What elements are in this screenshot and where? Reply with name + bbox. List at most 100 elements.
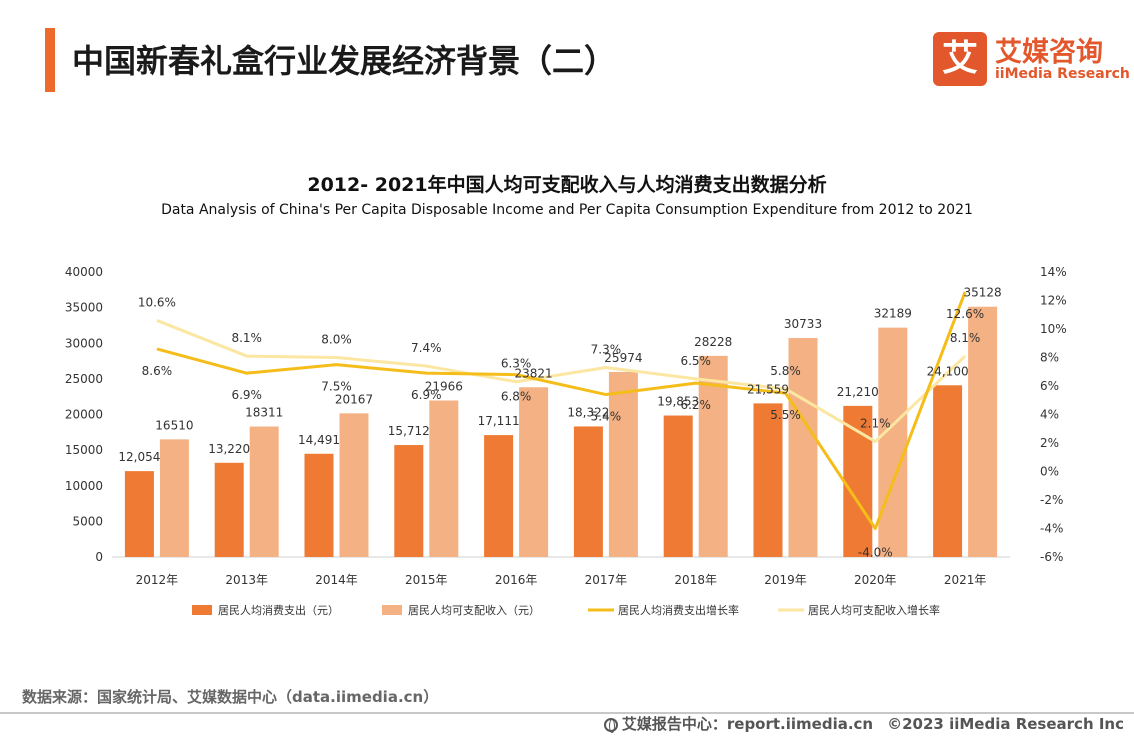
bar-label-consumption: 18,322 (567, 405, 609, 419)
logo-name-cn: 艾媒咨询 (995, 37, 1103, 68)
x-tick-label: 2019年 (764, 573, 807, 587)
bar-label-income: 23821 (515, 366, 553, 380)
y-left-tick-label: 25000 (65, 372, 103, 386)
line-consumption-growth (156, 291, 967, 530)
x-tick-label: 2020年 (854, 573, 897, 587)
line-label-income-growth: 6.3% (501, 357, 532, 371)
globe-icon (603, 718, 618, 733)
bar-label-consumption: 12,054 (118, 450, 160, 464)
bar-label-consumption: 19,853 (657, 395, 699, 409)
bar-label-income: 28228 (694, 335, 732, 349)
x-tick-label: 2014年 (315, 573, 358, 587)
y-right-tick-label: 2% (1040, 436, 1059, 450)
bar-consumption (214, 462, 244, 557)
y-right-tick-label: 14% (1040, 265, 1067, 279)
bar-label-consumption: 17,111 (478, 414, 520, 428)
bar-consumption (304, 453, 334, 557)
footer-copyright: ©2023 iiMedia Research Inc (887, 715, 1124, 733)
bar-consumption (484, 435, 514, 557)
footer-site: 艾媒报告中心：report.iimedia.cn (621, 715, 874, 733)
bar-label-income: 32189 (874, 307, 912, 321)
y-right-tick-label: 12% (1040, 294, 1067, 308)
bar-label-consumption: 21,210 (837, 385, 879, 399)
page-title: 中国新春礼盒行业发展经济背景（二） (72, 42, 617, 80)
legend-label: 居民人均可支配收入增长率 (808, 603, 940, 617)
bar-label-income: 16510 (155, 418, 193, 432)
x-tick-label: 2012年 (136, 573, 179, 587)
bar-consumption (663, 415, 693, 557)
bar-label-income: 18311 (245, 406, 283, 420)
bar-income (968, 306, 998, 557)
bar-income (878, 327, 908, 557)
line-label-income-growth: 7.4% (411, 341, 442, 355)
x-tick-label: 2015年 (405, 573, 448, 587)
bar-consumption (753, 403, 783, 557)
line-label-consumption-growth: 6.8% (501, 390, 532, 404)
y-right-tick-label: 4% (1040, 408, 1059, 422)
y-left-tick-label: 5000 (72, 514, 103, 528)
y-right-tick-label: 10% (1040, 322, 1067, 336)
bar-income (159, 439, 189, 557)
line-label-consumption-growth: 5.5% (770, 408, 801, 422)
bar-income (608, 371, 638, 557)
line-label-consumption-growth: 6.9% (411, 388, 442, 402)
line-label-consumption-growth: 5.4% (591, 410, 622, 424)
line-label-income-growth: 5.8% (770, 364, 801, 378)
line-label-consumption-growth: -4.0% (858, 546, 893, 560)
y-right-tick-label: 6% (1040, 379, 1059, 393)
legend-label: 居民人均消费支出（元） (218, 603, 339, 617)
logo-mark: 艾 (933, 32, 987, 86)
legend-swatch (192, 605, 212, 615)
y-right-tick-label: 8% (1040, 351, 1059, 365)
line-label-consumption-growth: 12.6% (946, 307, 984, 321)
line-label-income-growth: 6.5% (680, 354, 711, 368)
y-left-tick-label: 0 (95, 550, 103, 564)
iimedia-logo: 艾 艾媒咨询 iiMedia Research (933, 30, 1130, 88)
bar-label-income: 21966 (425, 379, 463, 393)
line-label-consumption-growth: 7.5% (321, 380, 352, 394)
line-label-consumption-growth: 6.9% (231, 388, 262, 402)
bar-label-consumption: 21,559 (747, 382, 789, 396)
bar-label-consumption: 15,712 (388, 424, 430, 438)
bar-income (339, 413, 369, 557)
bar-label-consumption: 24,100 (927, 364, 969, 378)
line-label-income-growth: 7.3% (591, 342, 622, 356)
bar-income (249, 426, 279, 557)
y-left-tick-label: 20000 (65, 408, 103, 422)
logo-name-en: iiMedia Research (995, 66, 1130, 82)
bar-income (788, 338, 818, 557)
x-tick-label: 2013年 (225, 573, 268, 587)
x-tick-label: 2018年 (674, 573, 717, 587)
y-right-tick-label: -2% (1040, 493, 1063, 507)
legend-swatch (382, 605, 402, 615)
line-label-income-growth: 8.0% (321, 333, 352, 347)
bar-label-income: 35128 (964, 286, 1002, 300)
bar-consumption (933, 385, 963, 557)
bar-consumption (124, 471, 154, 557)
legend-label: 居民人均消费支出增长率 (618, 603, 739, 617)
data-source: 数据来源：国家统计局、艾媒数据中心（data.iimedia.cn） (22, 688, 439, 706)
y-left-tick-label: 30000 (65, 336, 103, 350)
x-tick-label: 2017年 (585, 573, 628, 587)
bar-label-consumption: 13,220 (208, 442, 250, 456)
title-accent-bar (45, 28, 55, 92)
y-right-tick-label: -4% (1040, 522, 1063, 536)
bar-consumption (573, 426, 603, 557)
y-left-tick-label: 10000 (65, 479, 103, 493)
line-income-growth (156, 319, 967, 444)
y-left-tick-label: 35000 (65, 301, 103, 315)
y-right-tick-label: 0% (1040, 465, 1059, 479)
line-label-consumption-growth: 6.2% (680, 398, 711, 412)
line-label-income-growth: 8.1% (231, 331, 262, 345)
bar-income (698, 355, 728, 557)
line-label-income-growth: 10.6% (138, 295, 176, 309)
chart-subtitle: Data Analysis of China's Per Capita Disp… (161, 202, 973, 218)
bar-label-consumption: 14,491 (298, 433, 340, 447)
y-left-tick-label: 40000 (65, 265, 103, 279)
chart-title: 2012- 2021年中国人均可支配收入与人均消费支出数据分析 (307, 174, 827, 196)
line-label-consumption-growth: 8.6% (142, 364, 173, 378)
y-right-tick-label: -6% (1040, 550, 1063, 564)
y-left-tick-label: 15000 (65, 443, 103, 457)
x-tick-label: 2016年 (495, 573, 538, 587)
